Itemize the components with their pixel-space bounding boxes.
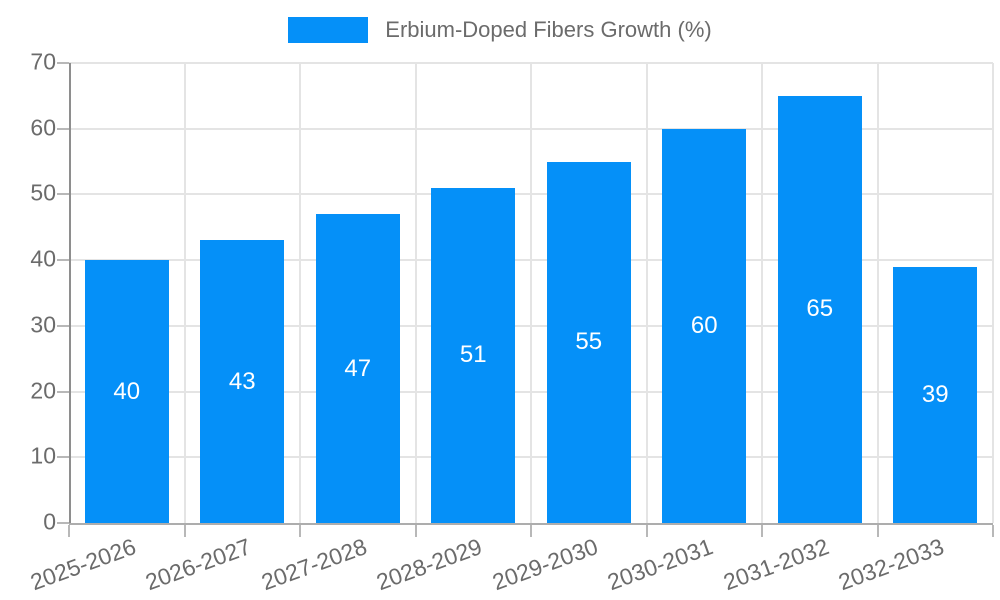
grid-line-vertical xyxy=(646,63,648,523)
y-axis-tick-label: 50 xyxy=(30,180,56,207)
bar-value-label: 65 xyxy=(806,295,834,323)
bar-2029-2030[interactable] xyxy=(546,161,631,523)
bar-value-label: 43 xyxy=(228,367,256,395)
x-axis-tick xyxy=(68,525,70,537)
grid-line-vertical xyxy=(299,63,301,523)
grid-line-vertical xyxy=(761,63,763,523)
bar-2030-2031[interactable] xyxy=(662,128,747,523)
y-axis-tick-label: 30 xyxy=(30,311,56,338)
x-axis-tick xyxy=(877,525,879,537)
bar-value-label: 51 xyxy=(459,341,487,369)
bar-2031-2032[interactable] xyxy=(777,95,862,523)
legend-label: Erbium-Doped Fibers Growth (%) xyxy=(385,17,712,42)
bar-value-label: 60 xyxy=(690,311,718,339)
bar-2032-2033[interactable] xyxy=(893,266,978,523)
grid-line-vertical xyxy=(992,63,994,523)
y-axis-tick xyxy=(57,390,69,393)
y-axis-tick xyxy=(57,193,69,196)
bar-value-label: 40 xyxy=(113,377,141,405)
bar-value-label: 55 xyxy=(575,328,603,356)
y-axis-line xyxy=(69,63,71,525)
y-axis-tick xyxy=(57,259,69,262)
y-axis-tick xyxy=(57,324,69,327)
y-axis-tick-label: 60 xyxy=(30,114,56,141)
x-axis-tick xyxy=(299,525,301,537)
bar-2025-2026[interactable] xyxy=(84,260,169,523)
y-axis-tick xyxy=(57,127,69,130)
legend-swatch-icon xyxy=(288,17,369,43)
bar-2028-2029[interactable] xyxy=(431,187,516,523)
x-axis-tick xyxy=(646,525,648,537)
grid-line-vertical xyxy=(184,63,186,523)
x-axis-tick xyxy=(992,525,994,537)
x-axis-tick xyxy=(530,525,532,537)
x-axis-tick xyxy=(415,525,417,537)
y-axis-tick-label: 0 xyxy=(43,508,56,535)
y-axis-tick-label: 40 xyxy=(30,245,56,272)
legend[interactable]: Erbium-Doped Fibers Growth (%) xyxy=(0,17,1000,43)
grid-line-vertical xyxy=(415,63,417,523)
bar-value-label: 47 xyxy=(344,354,372,382)
y-axis-tick-label: 70 xyxy=(30,48,56,75)
y-axis-tick-label: 20 xyxy=(30,377,56,404)
y-axis-tick-label: 10 xyxy=(30,442,56,469)
bar-2026-2027[interactable] xyxy=(200,240,285,523)
x-axis-tick xyxy=(184,525,186,537)
grid-line-vertical xyxy=(877,63,879,523)
y-axis-tick xyxy=(57,456,69,459)
bar-2027-2028[interactable] xyxy=(315,214,400,523)
x-axis-line xyxy=(69,523,993,525)
x-axis-tick xyxy=(761,525,763,537)
bar-value-label: 39 xyxy=(921,380,949,408)
grid-line-vertical xyxy=(530,63,532,523)
plot-area: 40 43 47 51 55 60 65 39 0 10 20 30 40 50 60 70 2025-202… xyxy=(27,50,994,595)
y-axis-tick xyxy=(57,522,69,524)
y-axis-tick xyxy=(57,62,69,64)
